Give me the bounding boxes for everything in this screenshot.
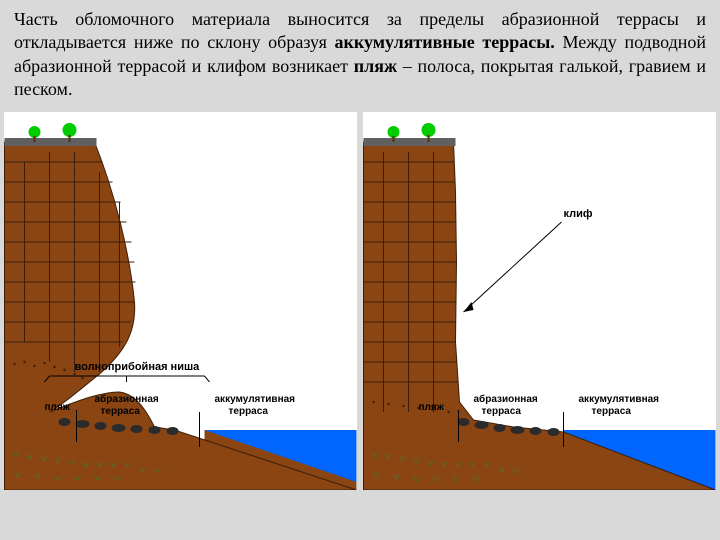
label-beach-2: пляж: [419, 402, 445, 413]
label-cliff: клиф: [564, 208, 593, 220]
label-abrasion-1b: терраса: [101, 406, 141, 417]
label-accum-1b: терраса: [229, 406, 269, 417]
label-beach-1: пляж: [45, 402, 71, 413]
label-abrasion-1a: абразионная: [95, 393, 159, 405]
label-abrasion-2a: абразионная: [474, 393, 538, 405]
label-accum-2a: аккумулятивная: [579, 394, 660, 405]
paragraph: Часть обломочного материала выносится за…: [0, 0, 720, 106]
label-accum-1a: аккумулятивная: [215, 394, 296, 405]
diagram-left: волноприбойная ниша пляж абразионная тер…: [4, 112, 357, 490]
text-bold-1: аккумулятивные террасы.: [335, 32, 555, 52]
text-bold-2: пляж: [354, 56, 397, 76]
label-abrasion-2b: терраса: [482, 406, 522, 417]
diagrams-row: волноприбойная ниша пляж абразионная тер…: [0, 112, 720, 490]
label-accum-2b: терраса: [592, 406, 632, 417]
diagram-right: клиф пляж абразионная терраса аккумуляти…: [363, 112, 716, 490]
label-niche: волноприбойная ниша: [75, 361, 201, 373]
